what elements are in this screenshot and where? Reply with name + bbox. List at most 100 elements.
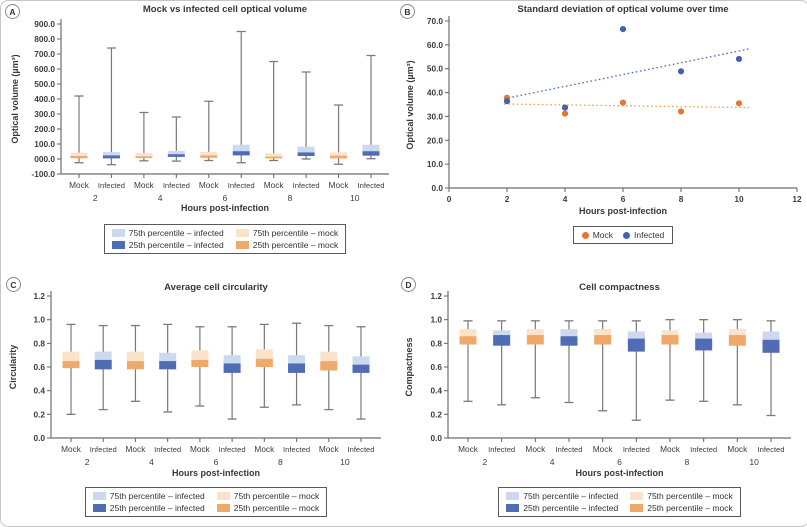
box-75th-segment <box>159 352 177 362</box>
category-label: Mock <box>525 444 546 454</box>
legend-item: 25th percentile – infected <box>506 503 618 513</box>
box-75th-segment <box>126 351 144 362</box>
legend-swatch-infected-light <box>506 492 520 500</box>
legend-swatch-infected-point <box>623 231 631 239</box>
category-label: Infected <box>283 445 310 454</box>
category-label: Infected <box>555 445 582 454</box>
box-8h-infected <box>695 319 713 402</box>
y-tick-label: 60.0 <box>427 40 444 50</box>
box-25th-segment <box>265 156 283 159</box>
legend-label: 75th percentile – infected <box>128 228 224 238</box>
hour-label: 10 <box>340 457 350 467</box>
point-mock-8h <box>677 108 685 115</box>
box-75th-segment <box>62 351 80 362</box>
point-infected-8h <box>677 68 685 75</box>
box-75th-segment <box>560 329 578 337</box>
y-axis: 1.2 1.0 0.8 0.6 0.4 0.2 0.0 <box>33 291 52 443</box>
panel-b-title: Standard deviation of optical volume ove… <box>517 4 729 15</box>
legend-label: Mock <box>592 230 614 240</box>
y-tick-label: 000.0 <box>34 154 55 164</box>
boxes <box>70 30 380 166</box>
points-infected <box>503 26 743 111</box>
box-75th-segment <box>728 329 746 336</box>
point-infected-10h <box>735 55 743 63</box>
legend-item: 75th percentile – mock <box>216 491 319 501</box>
boxes <box>459 319 780 421</box>
legend-item: 25th percentile – mock <box>630 503 733 513</box>
y-tick-label: 30.0 <box>427 111 444 121</box>
hour-label: 10 <box>350 193 360 203</box>
hour-label: 4 <box>550 457 555 467</box>
box-25th-segment <box>762 339 780 353</box>
legend-swatch-mock-light <box>235 229 249 237</box>
box-4h-infected <box>560 320 578 404</box>
x-axis: 0 2 4 6 8 10 12 <box>447 187 802 204</box>
hour-label: 6 <box>223 193 228 203</box>
box-8h-mock <box>265 60 283 162</box>
box-10h-infected <box>362 54 380 160</box>
box-6h-mock <box>594 320 612 412</box>
box-75th-segment <box>594 329 612 336</box>
box-25th-segment <box>135 156 153 159</box>
box-75th-segment <box>94 351 112 360</box>
box-75th-segment <box>191 350 209 360</box>
y-tick-label: 700.0 <box>34 49 55 59</box>
y-tick-label: 10.0 <box>427 159 444 169</box>
box-4h-mock <box>135 111 153 162</box>
category-label: Mock <box>126 444 147 454</box>
category-label: Infected <box>163 181 190 190</box>
panel-c-x-axis-label: Hours post-infection <box>172 468 260 478</box>
legend-label: 75th percentile – infected <box>109 491 205 501</box>
panel-b-plot: 70.0 60.0 50.0 40.0 30.0 20.0 10.0 0.0 0 2 4 6 8 10 12 <box>427 16 802 204</box>
category-label: Infected <box>90 445 117 454</box>
y-tick-label: 600.0 <box>34 64 55 74</box>
box-75th-segment <box>297 146 315 153</box>
box-4h-infected <box>167 116 185 162</box>
panel-stdev-scatter: B Standard deviation of optical volume o… <box>396 1 807 263</box>
y-tick-label: 100.0 <box>34 139 55 149</box>
x-tick-label: 10 <box>734 194 744 204</box>
legend-label: 25th percentile – infected <box>109 503 205 513</box>
x-tick-label: 4 <box>563 194 568 204</box>
box-75th-segment <box>288 355 306 364</box>
point-infected-6h <box>619 26 627 33</box>
trendline-infected <box>503 48 750 100</box>
y-tick-label: 900.0 <box>34 19 55 29</box>
category-label: Mock <box>254 444 275 454</box>
box-25th-segment <box>200 155 218 158</box>
box-10h-mock <box>330 104 348 165</box>
box-25th-segment <box>627 338 645 352</box>
box-75th-segment <box>330 152 348 156</box>
box-25th-segment <box>70 156 88 159</box>
hour-label: 8 <box>684 457 689 467</box>
box-25th-segment <box>255 358 273 367</box>
box-75th-segment <box>526 329 544 336</box>
box-25th-segment <box>94 359 112 370</box>
legend-label: 75th percentile – mock <box>647 491 733 501</box>
y-tick-label: 0.0 <box>33 433 45 443</box>
box-75th-segment <box>627 331 645 339</box>
legend-swatch-infected-light <box>111 229 125 237</box>
box-8h-mock <box>255 323 273 408</box>
category-label: Mock <box>61 444 82 454</box>
panel-optical-volume-boxplot: A Mock vs infected cell optical volume O… <box>1 1 396 263</box>
box-75th-segment <box>167 150 185 155</box>
panel-letter: C <box>10 279 17 290</box>
box-6h-infected <box>223 326 241 420</box>
panel-d-legend: 75th percentile – infected 75th percentil… <box>498 487 741 517</box>
box-25th-segment <box>526 335 544 345</box>
box-2h-mock <box>70 95 88 164</box>
point-infected-2h <box>503 98 511 105</box>
box-25th-segment <box>232 151 250 156</box>
box-25th-segment <box>493 335 511 346</box>
panel-a-title: Mock vs infected cell optical volume <box>142 4 308 15</box>
box-2h-infected <box>102 47 120 166</box>
legend-label: 25th percentile – infected <box>523 503 619 513</box>
box-25th-segment <box>352 364 370 373</box>
panel-letter: A <box>9 6 16 17</box>
y-tick-label: 50.0 <box>427 64 444 74</box>
legend-label: 75th percentile – infected <box>523 491 619 501</box>
